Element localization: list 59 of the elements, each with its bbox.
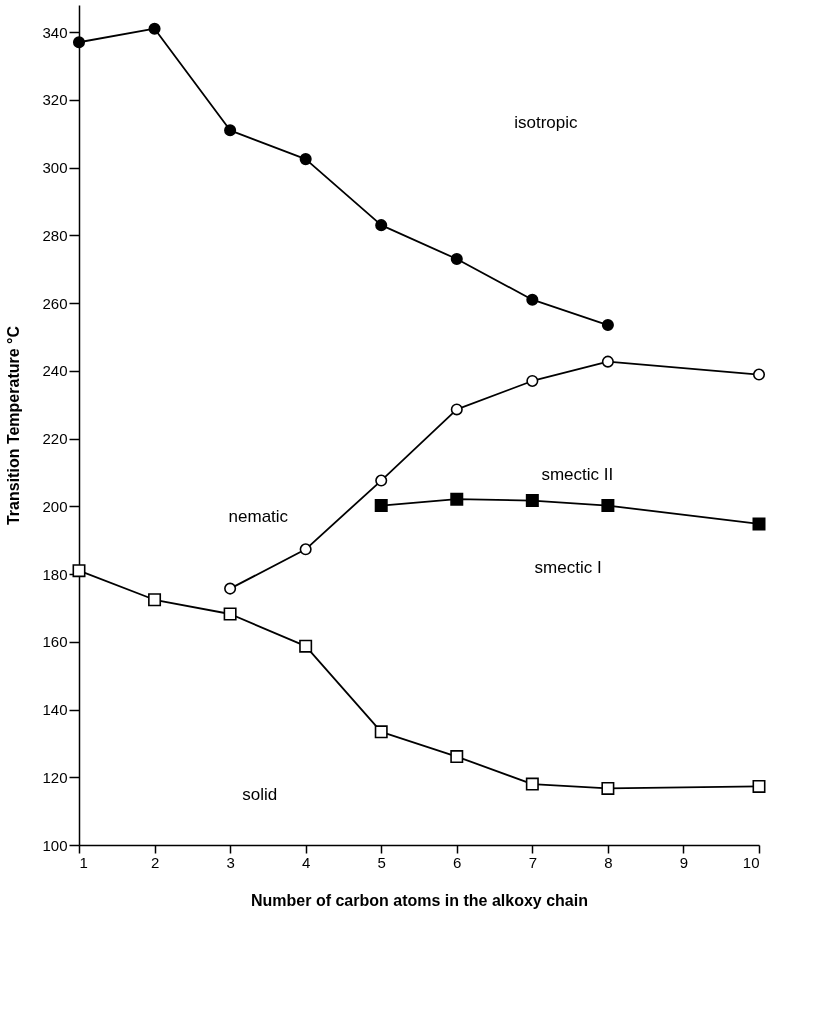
point — [752, 368, 766, 381]
y-tick-label: 220 — [42, 430, 68, 448]
point — [148, 22, 161, 35]
point — [601, 355, 614, 368]
point — [299, 153, 312, 166]
point — [450, 750, 464, 764]
y-tick-label: 180 — [42, 565, 68, 583]
x-tick-label: 10 — [742, 853, 760, 871]
x-axis-title: Number of carbon atoms in the alkoxy chain — [251, 891, 588, 909]
point — [525, 494, 539, 508]
annotation: nematic — [228, 507, 289, 527]
y-tick-label: 240 — [42, 362, 68, 380]
point — [224, 124, 237, 137]
x-tick-label: 8 — [604, 853, 613, 871]
point — [148, 593, 162, 607]
y-tick-label: 140 — [42, 701, 68, 719]
point — [374, 499, 388, 513]
y-tick-label: 260 — [42, 294, 68, 312]
point — [752, 779, 766, 793]
annotation: smectic I — [534, 557, 602, 577]
y-tick-label: 200 — [42, 497, 68, 515]
x-tick-label: 2 — [150, 853, 160, 871]
point — [450, 492, 464, 506]
point — [224, 582, 237, 595]
y-tick-label: 280 — [42, 226, 68, 244]
point — [525, 777, 539, 791]
x-tick-label: 1 — [79, 853, 88, 871]
y-tick-label: 340 — [42, 23, 68, 41]
y-tick-label: 320 — [42, 91, 68, 109]
point — [72, 36, 86, 49]
point — [223, 607, 237, 621]
y-tick-label: 100 — [42, 836, 68, 854]
annotation: isotropic — [514, 112, 578, 132]
y-axis-title: Transition Temperature °C — [5, 325, 23, 526]
point — [375, 219, 388, 232]
point — [450, 253, 463, 266]
point — [601, 319, 614, 332]
point — [450, 403, 463, 416]
x-tick-label: 5 — [377, 853, 386, 871]
x-tick-label: 4 — [301, 853, 311, 871]
x-tick-label: 7 — [528, 853, 538, 871]
annotation: smectic II — [541, 465, 614, 485]
x-tick-label: 9 — [679, 853, 689, 871]
point — [299, 639, 313, 653]
x-tick-label: 6 — [453, 853, 462, 871]
y-tick-label: 300 — [42, 159, 68, 177]
point — [752, 517, 766, 531]
point — [374, 725, 388, 739]
point — [299, 543, 312, 556]
point — [601, 499, 615, 513]
annotation: solid — [242, 784, 278, 804]
x-tick-label: 3 — [226, 853, 235, 871]
point — [601, 781, 615, 795]
y-tick-label: 120 — [42, 768, 68, 786]
point — [72, 564, 86, 578]
y-tick-label: 160 — [42, 633, 68, 651]
point — [526, 293, 539, 306]
point — [526, 374, 539, 387]
point — [375, 474, 388, 487]
